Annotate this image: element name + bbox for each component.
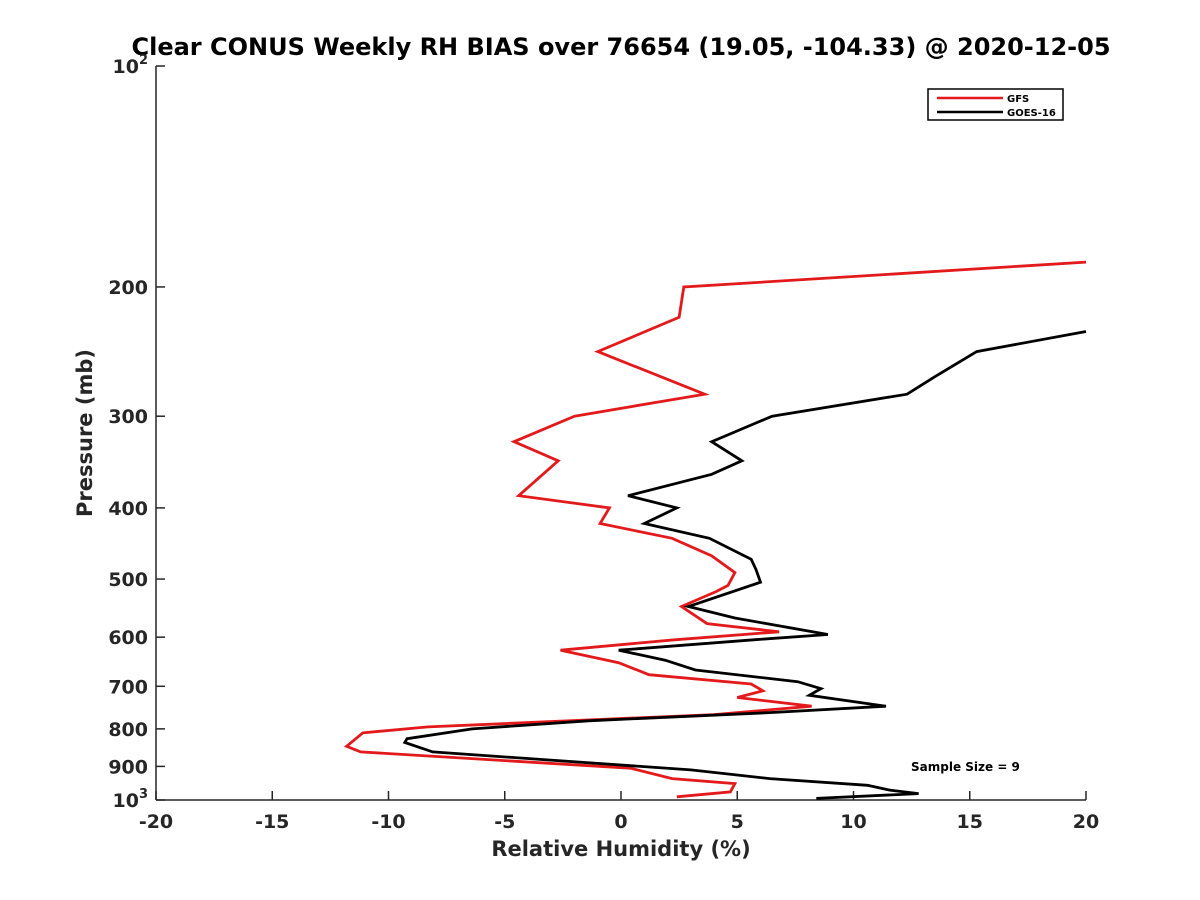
y-tick-label: 300	[108, 406, 148, 428]
y-tick-label: 800	[108, 719, 148, 741]
y-tick-label: 103	[113, 787, 149, 812]
x-tick-label: 20	[1073, 811, 1099, 833]
x-tick-label: -5	[494, 811, 515, 833]
x-ticks: -20 -15 -10 -5 0 5 10 15 20	[139, 791, 1099, 833]
y-tick-label: 400	[108, 498, 148, 520]
axes	[155, 66, 1086, 801]
y-tick-label: 102	[113, 53, 149, 78]
legend-label-goes16: GOES-16	[1007, 108, 1056, 119]
x-axis-label: Relative Humidity (%)	[491, 837, 750, 861]
x-tick-label: -15	[255, 811, 289, 833]
y-tick-label: 700	[108, 676, 148, 698]
x-tick-label: 15	[957, 811, 983, 833]
y-tick-label-exponent: 3	[139, 787, 148, 802]
series-line-goes16	[402, 330, 1087, 800]
y-tick-label: 200	[108, 277, 148, 299]
x-tick-label: -20	[139, 811, 173, 833]
legend: GFS GOES-16	[927, 88, 1064, 121]
x-tick-label: 0	[614, 811, 627, 833]
y-axis-label: Pressure (mb)	[73, 349, 97, 517]
legend-box	[927, 88, 1064, 121]
y-tick-label-exponent: 2	[139, 53, 148, 68]
series-group	[343, 260, 1087, 800]
sample-size-annotation: Sample Size = 9	[911, 760, 1020, 774]
y-tick-label: 900	[108, 756, 148, 778]
legend-label-gfs: GFS	[1007, 94, 1029, 105]
x-tick-label: -10	[371, 811, 405, 833]
x-tick-label: 10	[840, 811, 866, 833]
x-tick-label: 5	[731, 811, 744, 833]
chart-title: Clear CONUS Weekly RH BIAS over 76654 (1…	[131, 33, 1110, 61]
y-tick-label: 500	[108, 569, 148, 591]
y-tick-label-base: 10	[113, 790, 139, 812]
y-tick-label-base: 10	[113, 56, 139, 78]
y-tick-label: 600	[108, 627, 148, 649]
series-line-gfs	[343, 260, 1087, 799]
